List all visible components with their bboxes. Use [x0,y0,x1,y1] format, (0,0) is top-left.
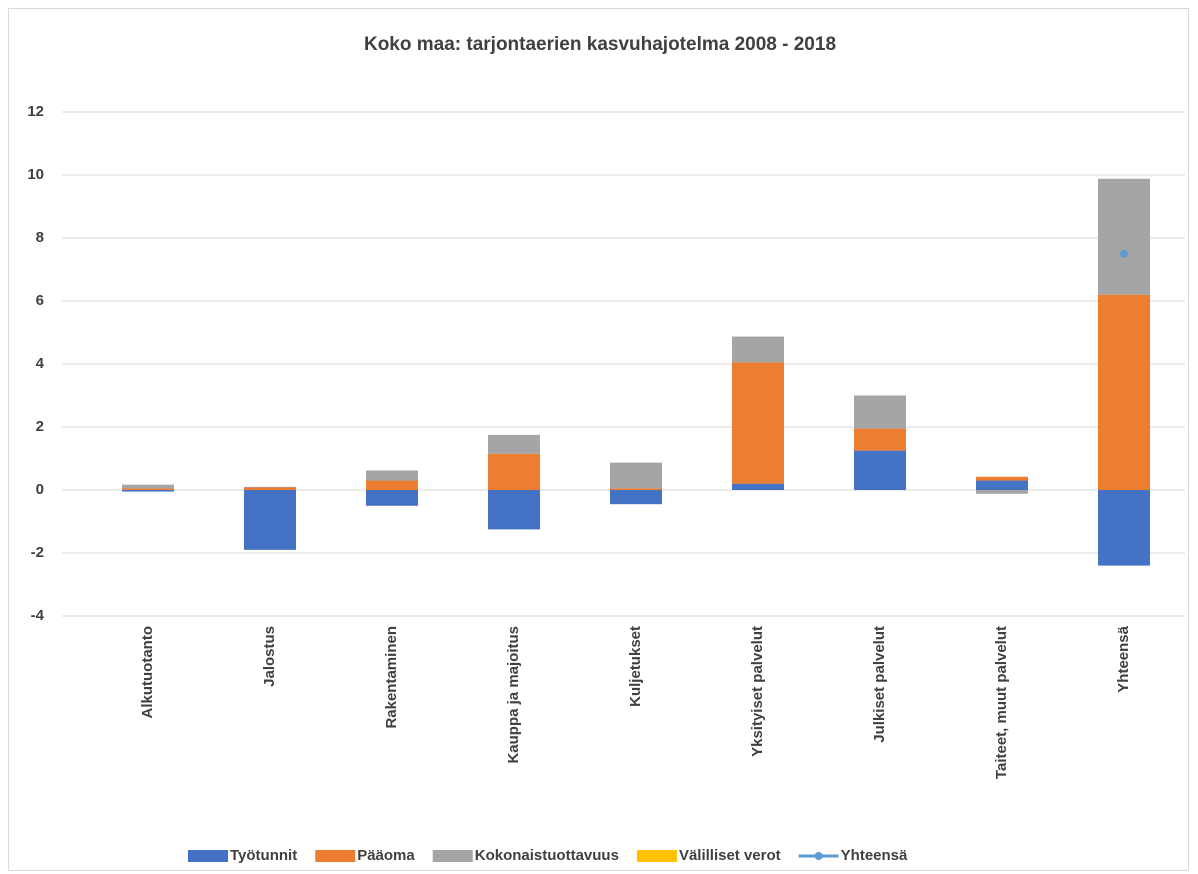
legend-swatch [188,850,228,862]
bar-segment [732,362,784,484]
x-tick-label: Rakentaminen [383,626,400,729]
bar-segment [244,490,296,550]
bar-segment [122,484,174,489]
bar-segment [976,480,1028,490]
x-tick-label: Jalostus [261,626,278,687]
bar-segment [732,483,784,490]
bar-segment [1098,178,1150,295]
bar-segment [366,470,418,481]
chart-title: Koko maa: tarjontaerien kasvuhajotelma 2… [364,34,836,55]
legend-label: Työtunnit [230,847,297,864]
bar-segment [244,487,296,490]
bar-segment [854,450,906,490]
bar-segment [122,488,174,490]
chart-border [8,8,1189,871]
legend-label: Kokonaistuottavuus [475,847,619,864]
bar-segment [854,395,906,429]
y-tick-label: 12 [27,103,44,120]
bar-segment [244,486,296,488]
bar-segment [976,476,1028,481]
x-tick-label: Taiteet, muut palvelut [993,626,1010,779]
bar-segment [488,490,540,530]
bar-segment [854,428,906,451]
bar-segment [1098,294,1150,490]
legend-label: Yhteensä [841,847,908,864]
y-tick-label: 8 [36,229,44,246]
x-tick-label: Alkutuotanto [139,626,156,718]
bar-segment [732,336,784,363]
y-tick-label: 6 [36,292,44,309]
x-tick-label: Yksityiset palvelut [749,626,766,757]
x-tick-label: Yhteensä [1115,625,1132,692]
bar-segment [488,434,540,454]
x-tick-label: Kuljetukset [627,626,644,707]
bar-segment [488,453,540,490]
x-tick-label: Julkiset palvelut [871,626,888,743]
bar-segment [610,488,662,490]
legend-swatch [432,850,473,862]
y-tick-label: 4 [36,355,45,372]
bar-segment [366,480,418,490]
bar-segment [610,462,662,489]
bar-segment [976,490,1028,494]
legend-label: Pääoma [357,847,415,864]
legend-swatch [315,850,356,862]
bar-segment [1098,490,1150,566]
y-tick-label: -4 [31,607,45,624]
legend-swatch [636,850,677,862]
bar-segment [122,490,174,492]
y-tick-label: 10 [27,166,44,183]
line-point [1120,249,1128,258]
legend-marker [814,852,823,860]
x-tick-label: Kauppa ja majoitus [505,626,522,764]
y-tick-label: 2 [36,418,44,435]
bar-segment [366,490,418,506]
y-tick-label: -2 [31,544,44,561]
legend-label: Välilliset verot [679,847,781,864]
bar-segment [610,490,662,505]
y-tick-label: 0 [36,481,44,498]
